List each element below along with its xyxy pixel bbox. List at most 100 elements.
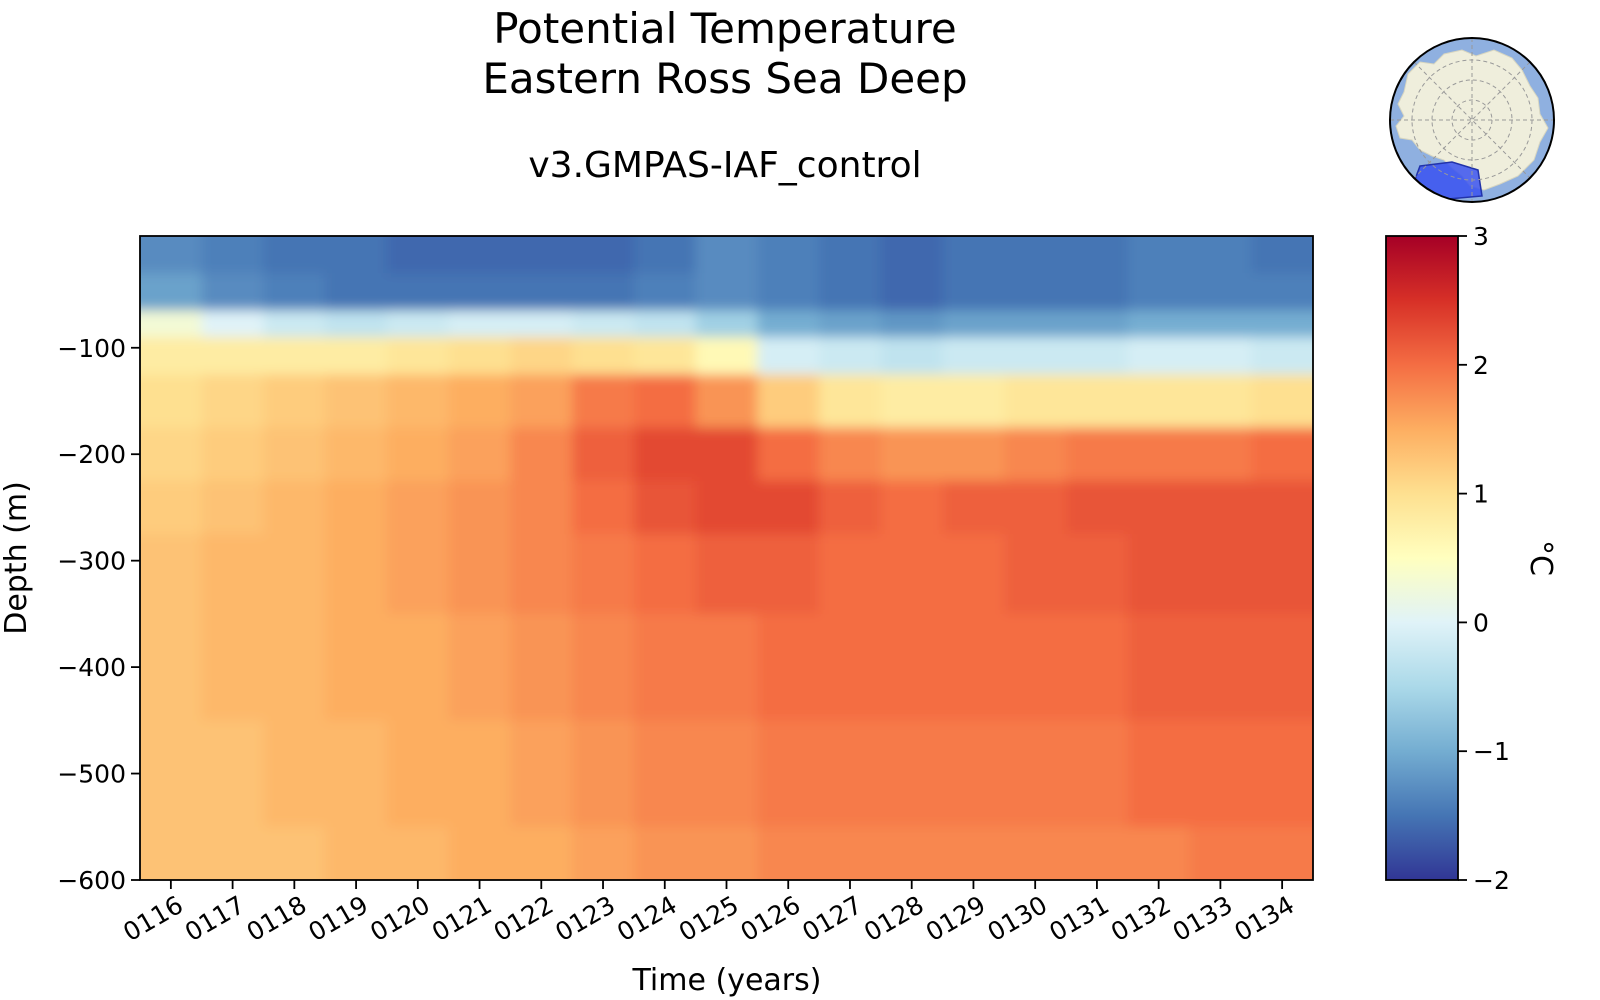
heatmap-cell xyxy=(942,374,1006,429)
heatmap-cell xyxy=(386,826,450,880)
heatmap-cell xyxy=(942,427,1006,482)
heatmap-cell xyxy=(1251,310,1313,339)
heatmap-cell xyxy=(201,427,265,482)
heatmap-cell xyxy=(572,337,635,376)
heatmap-cell xyxy=(1127,374,1191,429)
heatmap-cell xyxy=(572,826,635,880)
heatmap-cell xyxy=(695,273,759,312)
heatmap-cell xyxy=(1127,720,1191,828)
heatmap-cell xyxy=(695,310,759,339)
chart-title: Potential Temperature Eastern Ross Sea D… xyxy=(230,4,1220,104)
heatmap-cell xyxy=(1127,337,1191,376)
heatmap-cell xyxy=(386,273,450,312)
map-border xyxy=(1389,37,1555,203)
heatmap-cell xyxy=(819,236,882,275)
heatmap-cell xyxy=(263,374,327,429)
heatmap-cell xyxy=(1127,613,1191,722)
colorbar-tick-label: 0 xyxy=(1473,608,1489,637)
x-axis: 0116011701180119012001210122012301240125… xyxy=(118,880,1299,947)
heatmap-cell xyxy=(695,534,759,615)
heatmap-cell xyxy=(819,337,882,376)
heatmap-cell xyxy=(695,374,759,429)
heatmap-cell xyxy=(942,236,1006,275)
heatmap-cell xyxy=(1189,374,1253,429)
heatmap-cell xyxy=(1251,236,1313,275)
heatmap-cell xyxy=(1251,427,1313,482)
heatmap-cell xyxy=(1066,427,1129,482)
heatmap-cell xyxy=(1127,826,1191,880)
heatmap-cell xyxy=(880,480,944,536)
antarctica-region-map-icon xyxy=(1389,37,1555,203)
x-tick-label: 0117 xyxy=(180,890,250,947)
heatmap-cell xyxy=(942,310,1006,339)
heatmap-cell xyxy=(819,613,882,722)
heatmap-cell xyxy=(819,826,882,880)
colorbar-ticks: 3 2 1 0 −1 −2 xyxy=(1458,222,1510,895)
x-tick-label: 0122 xyxy=(489,890,559,947)
heatmap-cell xyxy=(1189,310,1253,339)
heatmap-cell xyxy=(1251,613,1313,722)
colorbar-tick-label: −1 xyxy=(1473,737,1510,766)
heatmap-cell xyxy=(572,613,635,722)
heatmap-cell xyxy=(1127,427,1191,482)
heatmap-cell xyxy=(1066,480,1129,536)
heatmap-cell xyxy=(572,534,635,615)
heatmap-cell xyxy=(263,720,327,828)
x-axis-title: Time (years) xyxy=(632,963,822,998)
heatmap-cell xyxy=(1004,534,1068,615)
heatmap-cell xyxy=(880,273,944,312)
heatmap-cell xyxy=(572,273,635,312)
heatmap-cell xyxy=(448,374,512,429)
heatmap-cell xyxy=(819,273,882,312)
colorbar-tick-label: 1 xyxy=(1473,480,1489,509)
heatmap-cell xyxy=(572,374,635,429)
heatmap-cell xyxy=(263,534,327,615)
heatmap-cell xyxy=(325,427,388,482)
heatmap-cell xyxy=(695,720,759,828)
heatmap-cell xyxy=(1251,720,1313,828)
heatmap-cell xyxy=(880,310,944,339)
y-tick-label: −600 xyxy=(57,866,126,895)
heatmap-cell xyxy=(386,236,450,275)
heatmap-cell xyxy=(325,374,388,429)
heatmap-cell xyxy=(1004,236,1068,275)
heatmap-cell xyxy=(819,720,882,828)
map-continent xyxy=(1395,49,1549,191)
heatmap-cell xyxy=(263,613,327,722)
heatmap-cell xyxy=(1251,273,1313,312)
heatmap-cell xyxy=(325,480,388,536)
heatmap-cell xyxy=(510,480,574,536)
heatmap-cell xyxy=(263,427,327,482)
heatmap-cell xyxy=(819,534,882,615)
heatmap-cell xyxy=(942,480,1006,536)
heatmap-cell xyxy=(1127,273,1191,312)
heatmap-cell xyxy=(633,273,697,312)
heatmap-cell xyxy=(386,374,450,429)
heatmap-cell xyxy=(1251,480,1313,536)
heatmap-cell xyxy=(1189,534,1253,615)
heatmap-cell xyxy=(1251,826,1313,880)
heatmap-cell xyxy=(757,480,821,536)
x-tick-label: 0129 xyxy=(921,890,991,947)
y-tick-label: −400 xyxy=(57,653,126,682)
y-axis: −100 −200 −300 −400 −500 −600 xyxy=(57,334,140,895)
heatmap-cell xyxy=(695,613,759,722)
heatmap-cell xyxy=(757,310,821,339)
heatmap-cell xyxy=(1066,720,1129,828)
heatmap-cell xyxy=(510,374,574,429)
heatmap-cell xyxy=(263,236,327,275)
heatmap-cell xyxy=(510,273,574,312)
heatmap-cell xyxy=(510,236,574,275)
heatmap-cell xyxy=(510,427,574,482)
heatmap-cell xyxy=(819,480,882,536)
heatmap-area xyxy=(140,236,1313,880)
heatmap-cell xyxy=(757,374,821,429)
heatmap-cell xyxy=(325,310,388,339)
heatmap-cell xyxy=(201,613,265,722)
heatmap-cell xyxy=(1066,273,1129,312)
heatmap-cell xyxy=(386,720,450,828)
heatmap-cell xyxy=(819,427,882,482)
colorbar-tick-label: 3 xyxy=(1473,222,1489,251)
heatmap-cell xyxy=(1066,613,1129,722)
